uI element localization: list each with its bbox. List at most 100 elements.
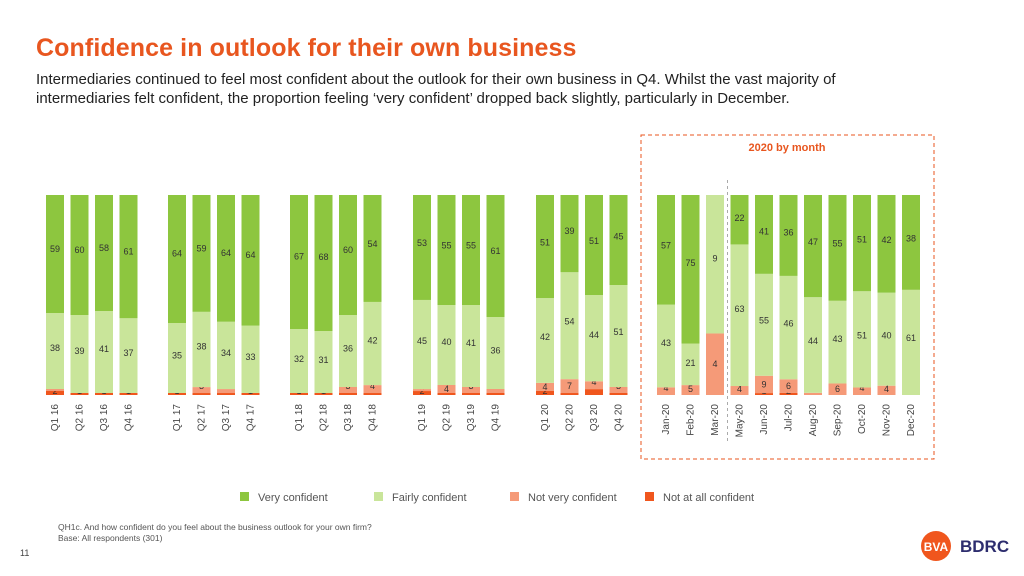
data-label-3-11: 54	[367, 239, 377, 249]
data-label-1-18: 4	[591, 377, 596, 387]
bar-segment-3-29	[877, 195, 896, 293]
bar-segment-1-14	[462, 387, 480, 393]
data-label-3-23: 22	[734, 213, 744, 223]
data-label-2-15: 36	[490, 345, 500, 355]
data-label-2-0: 38	[50, 343, 60, 353]
data-label-2-4: 35	[172, 351, 182, 361]
bar-segment-3-28	[853, 195, 871, 292]
data-label-2-3: 37	[123, 348, 133, 358]
bar-segment-3-4	[168, 195, 186, 323]
bar-segment-2-29	[877, 292, 896, 386]
bar-segment-3-24	[755, 195, 773, 274]
bar-segment-3-8	[290, 195, 308, 329]
bar-segment-1-29	[877, 385, 896, 395]
bar-segment-2-10	[339, 315, 357, 387]
bar-segment-2-19	[609, 285, 628, 387]
bar-segment-3-25	[779, 195, 798, 276]
data-label-1-13: 4	[444, 384, 449, 394]
bar-segment-3-13	[437, 195, 456, 305]
bar-segment-2-1	[70, 315, 89, 393]
bar-segment-2-16	[536, 298, 554, 383]
data-label-1-17: 7	[567, 381, 572, 391]
category-label-8: Q1 18	[294, 404, 305, 432]
data-label-2-18: 44	[589, 330, 599, 340]
data-label-2-10: 36	[343, 343, 353, 353]
bar-segment-0-1	[70, 393, 89, 395]
bar-segment-3-5	[192, 195, 211, 312]
bar-segment-0-10	[339, 393, 357, 395]
data-label-3-26: 47	[808, 237, 818, 247]
data-label-2-28: 51	[857, 331, 867, 341]
bar-segment-2-11	[363, 301, 382, 386]
data-label-2-9: 31	[318, 355, 328, 365]
category-label-6: Q3 17	[221, 404, 232, 432]
bva-bdrc-logo: BVA BDRC	[918, 530, 1014, 562]
data-label-2-8: 32	[294, 354, 304, 364]
bar-segment-1-25	[779, 379, 798, 393]
bar-segment-2-7	[241, 325, 260, 393]
logo-text: BDRC	[960, 537, 1010, 556]
category-label-2: Q3 16	[99, 404, 110, 432]
category-label-5: Q2 17	[197, 404, 208, 432]
bar-segment-3-12	[413, 195, 431, 300]
bar-segment-3-23	[730, 195, 749, 245]
bar-segment-2-18	[585, 295, 603, 382]
bar-segment-3-30	[902, 195, 920, 290]
category-label-10: Q3 18	[343, 404, 354, 432]
data-label-2-14: 41	[466, 338, 476, 348]
bar-segment-2-2	[95, 311, 113, 393]
data-label-2-1: 39	[74, 346, 84, 356]
bar-segment-1-12	[413, 389, 431, 392]
category-label-30: Dec-20	[906, 404, 917, 437]
bar-segment-3-17	[560, 195, 579, 273]
bar-segment-3-6	[217, 195, 235, 322]
data-label-2-21: 21	[685, 358, 695, 368]
category-label-13: Q2 19	[442, 404, 453, 432]
data-label-2-13: 40	[441, 337, 451, 347]
bar-segment-3-27	[828, 195, 847, 301]
data-label-1-28: 4	[859, 383, 864, 393]
category-label-27: Sep-20	[833, 404, 844, 437]
data-label-2-16: 42	[540, 332, 550, 342]
bar-segment-2-4	[168, 323, 186, 393]
category-label-19: Q4 20	[614, 404, 625, 432]
category-label-24: Jun-20	[759, 404, 770, 435]
bar-segment-0-25	[779, 392, 798, 395]
bar-segment-3-15	[486, 195, 505, 317]
data-label-1-20: 4	[663, 383, 668, 393]
bar-segment-0-11	[363, 393, 382, 395]
data-label-3-2: 58	[99, 243, 109, 253]
data-label-3-17: 39	[564, 226, 574, 236]
data-label-2-25: 46	[783, 318, 793, 328]
data-label-2-20: 43	[661, 338, 671, 348]
data-label-3-13: 55	[441, 241, 451, 251]
data-label-3-8: 67	[294, 251, 304, 261]
legend-swatch-0	[240, 492, 249, 501]
legend-label-0: Very confident	[258, 492, 328, 504]
bar-segment-0-17	[560, 393, 579, 395]
category-label-11: Q4 18	[368, 404, 379, 432]
bar-segment-0-0	[46, 391, 64, 395]
bar-segment-0-2	[95, 393, 113, 395]
bar-segment-1-18	[585, 381, 603, 390]
month-box-label: 2020 by month	[748, 142, 825, 154]
bar-segment-1-23	[730, 386, 749, 395]
data-label-3-24: 41	[759, 226, 769, 236]
data-label-3-7: 64	[245, 250, 255, 260]
bar-segment-2-20	[657, 304, 675, 388]
data-label-0-16: 2	[542, 386, 547, 396]
data-label-3-4: 64	[172, 249, 182, 259]
bar-segment-3-0	[46, 195, 64, 313]
bar-segment-1-5	[192, 387, 211, 394]
bar-segment-3-19	[609, 195, 628, 285]
bar-segment-2-12	[413, 299, 431, 390]
bar-segment-2-3	[119, 318, 138, 393]
bar-segment-3-14	[462, 195, 480, 305]
category-label-15: Q4 19	[491, 404, 502, 432]
legend-swatch-2	[510, 492, 519, 501]
bva-logo-icon: BVA	[921, 531, 951, 561]
data-label-2-29: 40	[881, 331, 891, 341]
bar-segment-2-21	[681, 343, 700, 386]
data-label-1-11: 4	[370, 381, 375, 391]
page-number: 11	[20, 548, 30, 558]
